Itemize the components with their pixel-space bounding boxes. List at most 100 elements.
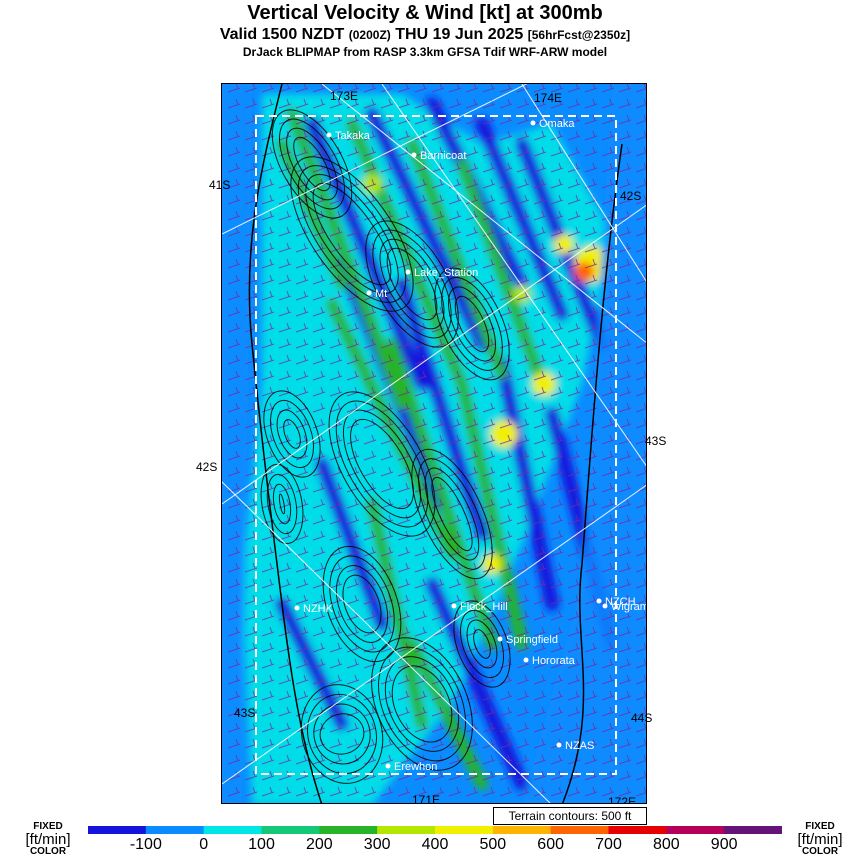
wind-barb [363, 146, 377, 157]
wind-barb [346, 658, 360, 669]
wind-barb [227, 178, 241, 189]
wind-barb [618, 114, 632, 125]
wind-barb [601, 130, 615, 141]
wind-barb [584, 690, 598, 701]
wind-barb [584, 722, 598, 733]
wind-barb [261, 754, 275, 765]
wind-barb [363, 386, 377, 397]
wind-barb [227, 386, 241, 397]
wind-barb [312, 290, 326, 301]
wind-barb [329, 754, 343, 765]
wind-barb [295, 242, 309, 253]
wind-barb [567, 194, 581, 205]
wind-barb [618, 546, 632, 557]
wind-barb [516, 434, 530, 445]
wind-barb [618, 450, 632, 461]
wind-barb [448, 786, 462, 797]
wind-barb [533, 450, 547, 461]
color-swatch-11 [724, 826, 782, 834]
wind-barb [499, 594, 513, 605]
wind-barb [567, 418, 581, 429]
wind-barb [329, 578, 343, 589]
wind-barb [465, 514, 479, 525]
wind-barb [261, 242, 275, 253]
wind-barb [227, 98, 241, 109]
wind-barb [312, 386, 326, 397]
wind-barb [465, 130, 479, 141]
wind-barb [550, 578, 564, 589]
wind-barb [533, 242, 547, 253]
wind-barb [261, 562, 275, 573]
wind-barb [601, 450, 615, 461]
wind-barb [329, 706, 343, 717]
wind-barb [261, 98, 275, 109]
wind-barb [533, 210, 547, 221]
terrain-contour [391, 665, 453, 743]
wind-barb [567, 114, 581, 125]
wind-barb [550, 674, 564, 685]
wind-barb [618, 562, 632, 573]
wind-barb [499, 370, 513, 381]
color-tick-label: -100 [129, 836, 162, 853]
wind-barb [465, 578, 479, 589]
wind-barb [465, 258, 479, 269]
wind-barb [601, 242, 615, 253]
wind-barb [431, 370, 445, 381]
grid-line [222, 204, 646, 505]
wind-barb [295, 210, 309, 221]
wind-barb [278, 754, 292, 765]
wind-barb [346, 354, 360, 365]
wind-barb [584, 466, 598, 477]
wind-barb [363, 226, 377, 237]
wind-barb [567, 226, 581, 237]
wind-barb [295, 258, 309, 269]
wind-barb [567, 322, 581, 333]
wind-barb [244, 706, 258, 717]
wind-barb [601, 354, 615, 365]
wind-barb [567, 274, 581, 285]
wind-barb [414, 274, 428, 285]
wind-barb [533, 306, 547, 317]
wind-barb [346, 98, 360, 109]
wind-barb [533, 546, 547, 557]
wind-barb [363, 530, 377, 541]
wind-barb [397, 162, 411, 173]
wind-barb [635, 242, 646, 253]
grid-line [321, 84, 646, 344]
grid-line [521, 84, 646, 282]
wind-barb [312, 658, 326, 669]
wind-barb [414, 194, 428, 205]
field-blue-band [315, 457, 389, 631]
wind-barb [516, 738, 530, 749]
wind-barb [278, 722, 292, 733]
wind-barb [601, 322, 615, 333]
wind-barb [431, 210, 445, 221]
color-swatch-4 [319, 826, 378, 834]
wind-barb [346, 722, 360, 733]
wind-barb [499, 738, 513, 749]
wind-barb [635, 194, 646, 205]
wind-barb [431, 674, 445, 685]
wind-barb [227, 482, 241, 493]
wind-barb [499, 754, 513, 765]
wind-barb [448, 514, 462, 525]
wind-barb [618, 722, 632, 733]
wind-barb [414, 626, 428, 637]
wind-barb [278, 546, 292, 557]
wind-barb [363, 738, 377, 749]
wind-barb [482, 450, 496, 461]
terrain-contour [335, 400, 429, 528]
wind-barb [414, 146, 428, 157]
wind-barb [261, 322, 275, 333]
wind-barb [482, 274, 496, 285]
inner-domain-boundary [255, 115, 617, 775]
wind-barb [482, 706, 496, 717]
wind-barb [533, 658, 547, 669]
wind-barb [584, 674, 598, 685]
place-dot [596, 598, 602, 604]
wind-barb [533, 354, 547, 365]
wind-barb [465, 210, 479, 221]
wind-barb [380, 498, 394, 509]
wind-barb [448, 658, 462, 669]
wind-barb [329, 194, 343, 205]
